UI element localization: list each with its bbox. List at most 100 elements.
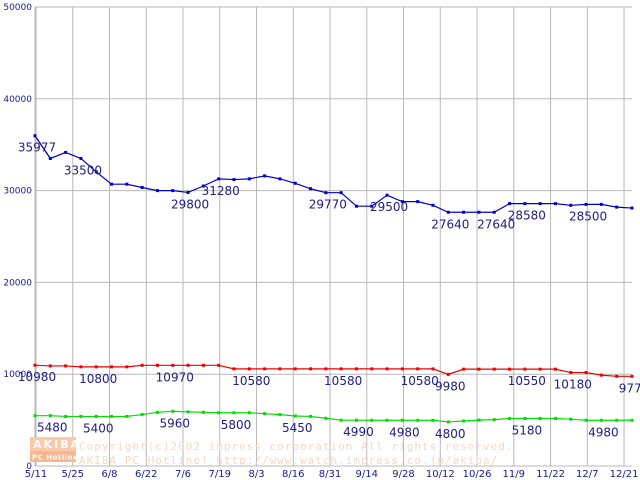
data-point — [553, 202, 557, 206]
x-tick-label: 8/31 — [319, 469, 341, 480]
point-value-label: 5480 — [37, 421, 68, 435]
data-point — [615, 374, 619, 378]
point-value-label: 28500 — [569, 209, 607, 223]
data-series-layer — [33, 134, 634, 424]
data-point — [385, 367, 389, 371]
watermark: AKIBA PC Hotline! Copyright(c)2002 impre… — [30, 437, 514, 467]
data-point — [125, 182, 129, 186]
x-tick-label: 5/11 — [25, 469, 47, 480]
point-value-label: 4990 — [343, 425, 374, 439]
data-point — [354, 418, 358, 422]
y-tick-label: 40000 — [3, 95, 32, 105]
data-point — [247, 367, 251, 371]
data-point — [217, 177, 221, 181]
data-point — [125, 414, 129, 418]
data-point — [186, 363, 190, 367]
data-point — [48, 364, 52, 368]
x-tick-label: 8/3 — [248, 469, 264, 480]
data-point — [278, 413, 282, 417]
series-line — [34, 364, 632, 377]
data-point — [569, 417, 573, 421]
data-point — [79, 156, 83, 160]
data-point — [416, 367, 420, 371]
data-point — [553, 367, 557, 371]
point-value-label: 10580 — [401, 374, 439, 388]
data-point — [278, 367, 282, 371]
data-point — [293, 414, 297, 418]
data-point — [232, 367, 236, 371]
data-point — [630, 418, 634, 422]
data-point — [462, 367, 466, 371]
data-point — [553, 416, 557, 420]
x-tick-label: 12/7 — [576, 469, 598, 480]
data-point — [416, 418, 420, 422]
x-tick-label: 9/28 — [392, 469, 414, 480]
data-point — [278, 177, 282, 181]
data-point — [446, 210, 450, 214]
point-value-label: 5400 — [83, 421, 114, 435]
data-point — [155, 189, 159, 193]
point-value-label: 29800 — [171, 197, 209, 211]
point-value-label: 4800 — [435, 427, 466, 441]
data-point — [538, 202, 542, 206]
data-point — [324, 416, 328, 420]
data-point — [247, 177, 251, 181]
y-axis-tick-labels: 0 10000 20000 30000 40000 50000 — [3, 3, 32, 472]
data-point — [155, 363, 159, 367]
point-value-label: 28580 — [508, 209, 546, 223]
data-point — [339, 418, 343, 422]
data-point — [232, 411, 236, 415]
series-blue — [33, 134, 634, 214]
point-value-label: 10800 — [79, 372, 117, 386]
logo-sub-label: PC Hotline! — [32, 454, 82, 462]
data-point — [523, 416, 527, 420]
data-point — [477, 367, 481, 371]
data-point — [630, 374, 634, 378]
data-point — [155, 410, 159, 414]
point-value-label: 10550 — [508, 374, 546, 388]
data-point — [508, 367, 512, 371]
data-point — [599, 373, 603, 377]
data-point — [508, 202, 512, 206]
x-tick-label: 6/8 — [101, 469, 117, 480]
x-tick-label: 10/12 — [426, 469, 455, 480]
logo-bottom-box — [30, 451, 76, 462]
data-point — [339, 367, 343, 371]
point-value-label: 10580 — [324, 374, 362, 388]
point-value-label: 5450 — [282, 421, 313, 435]
point-value-label: 5180 — [512, 423, 543, 437]
watermark-copyright-line: Copyright(c)2002 impress corporation All… — [79, 440, 514, 453]
point-value-label: 27640 — [477, 217, 515, 231]
data-point — [538, 367, 542, 371]
data-point — [584, 371, 588, 375]
data-point — [431, 367, 435, 371]
x-tick-label: 9/14 — [356, 469, 378, 480]
data-point — [64, 150, 68, 154]
data-point — [569, 203, 573, 207]
data-point — [64, 364, 68, 368]
data-point — [324, 191, 328, 195]
data-point — [523, 367, 527, 371]
point-value-label: 27640 — [431, 217, 469, 231]
data-point — [584, 202, 588, 206]
watermark-url-line: AKIBA PC Hotline! http://www.watch.impre… — [79, 454, 498, 467]
data-point — [48, 156, 52, 160]
data-point — [94, 170, 98, 174]
series-green — [33, 409, 634, 424]
data-point — [508, 416, 512, 420]
data-point — [354, 204, 358, 208]
data-point — [370, 204, 374, 208]
series-red — [33, 363, 634, 378]
data-point — [477, 210, 481, 214]
data-point — [64, 414, 68, 418]
point-value-label: 35977 — [18, 141, 56, 155]
data-point — [615, 418, 619, 422]
data-point — [309, 367, 313, 371]
data-point — [79, 365, 83, 369]
data-point — [232, 178, 236, 182]
x-tick-label: 11/22 — [536, 469, 565, 480]
data-point — [110, 182, 114, 186]
vertical-gridlines — [35, 7, 625, 466]
